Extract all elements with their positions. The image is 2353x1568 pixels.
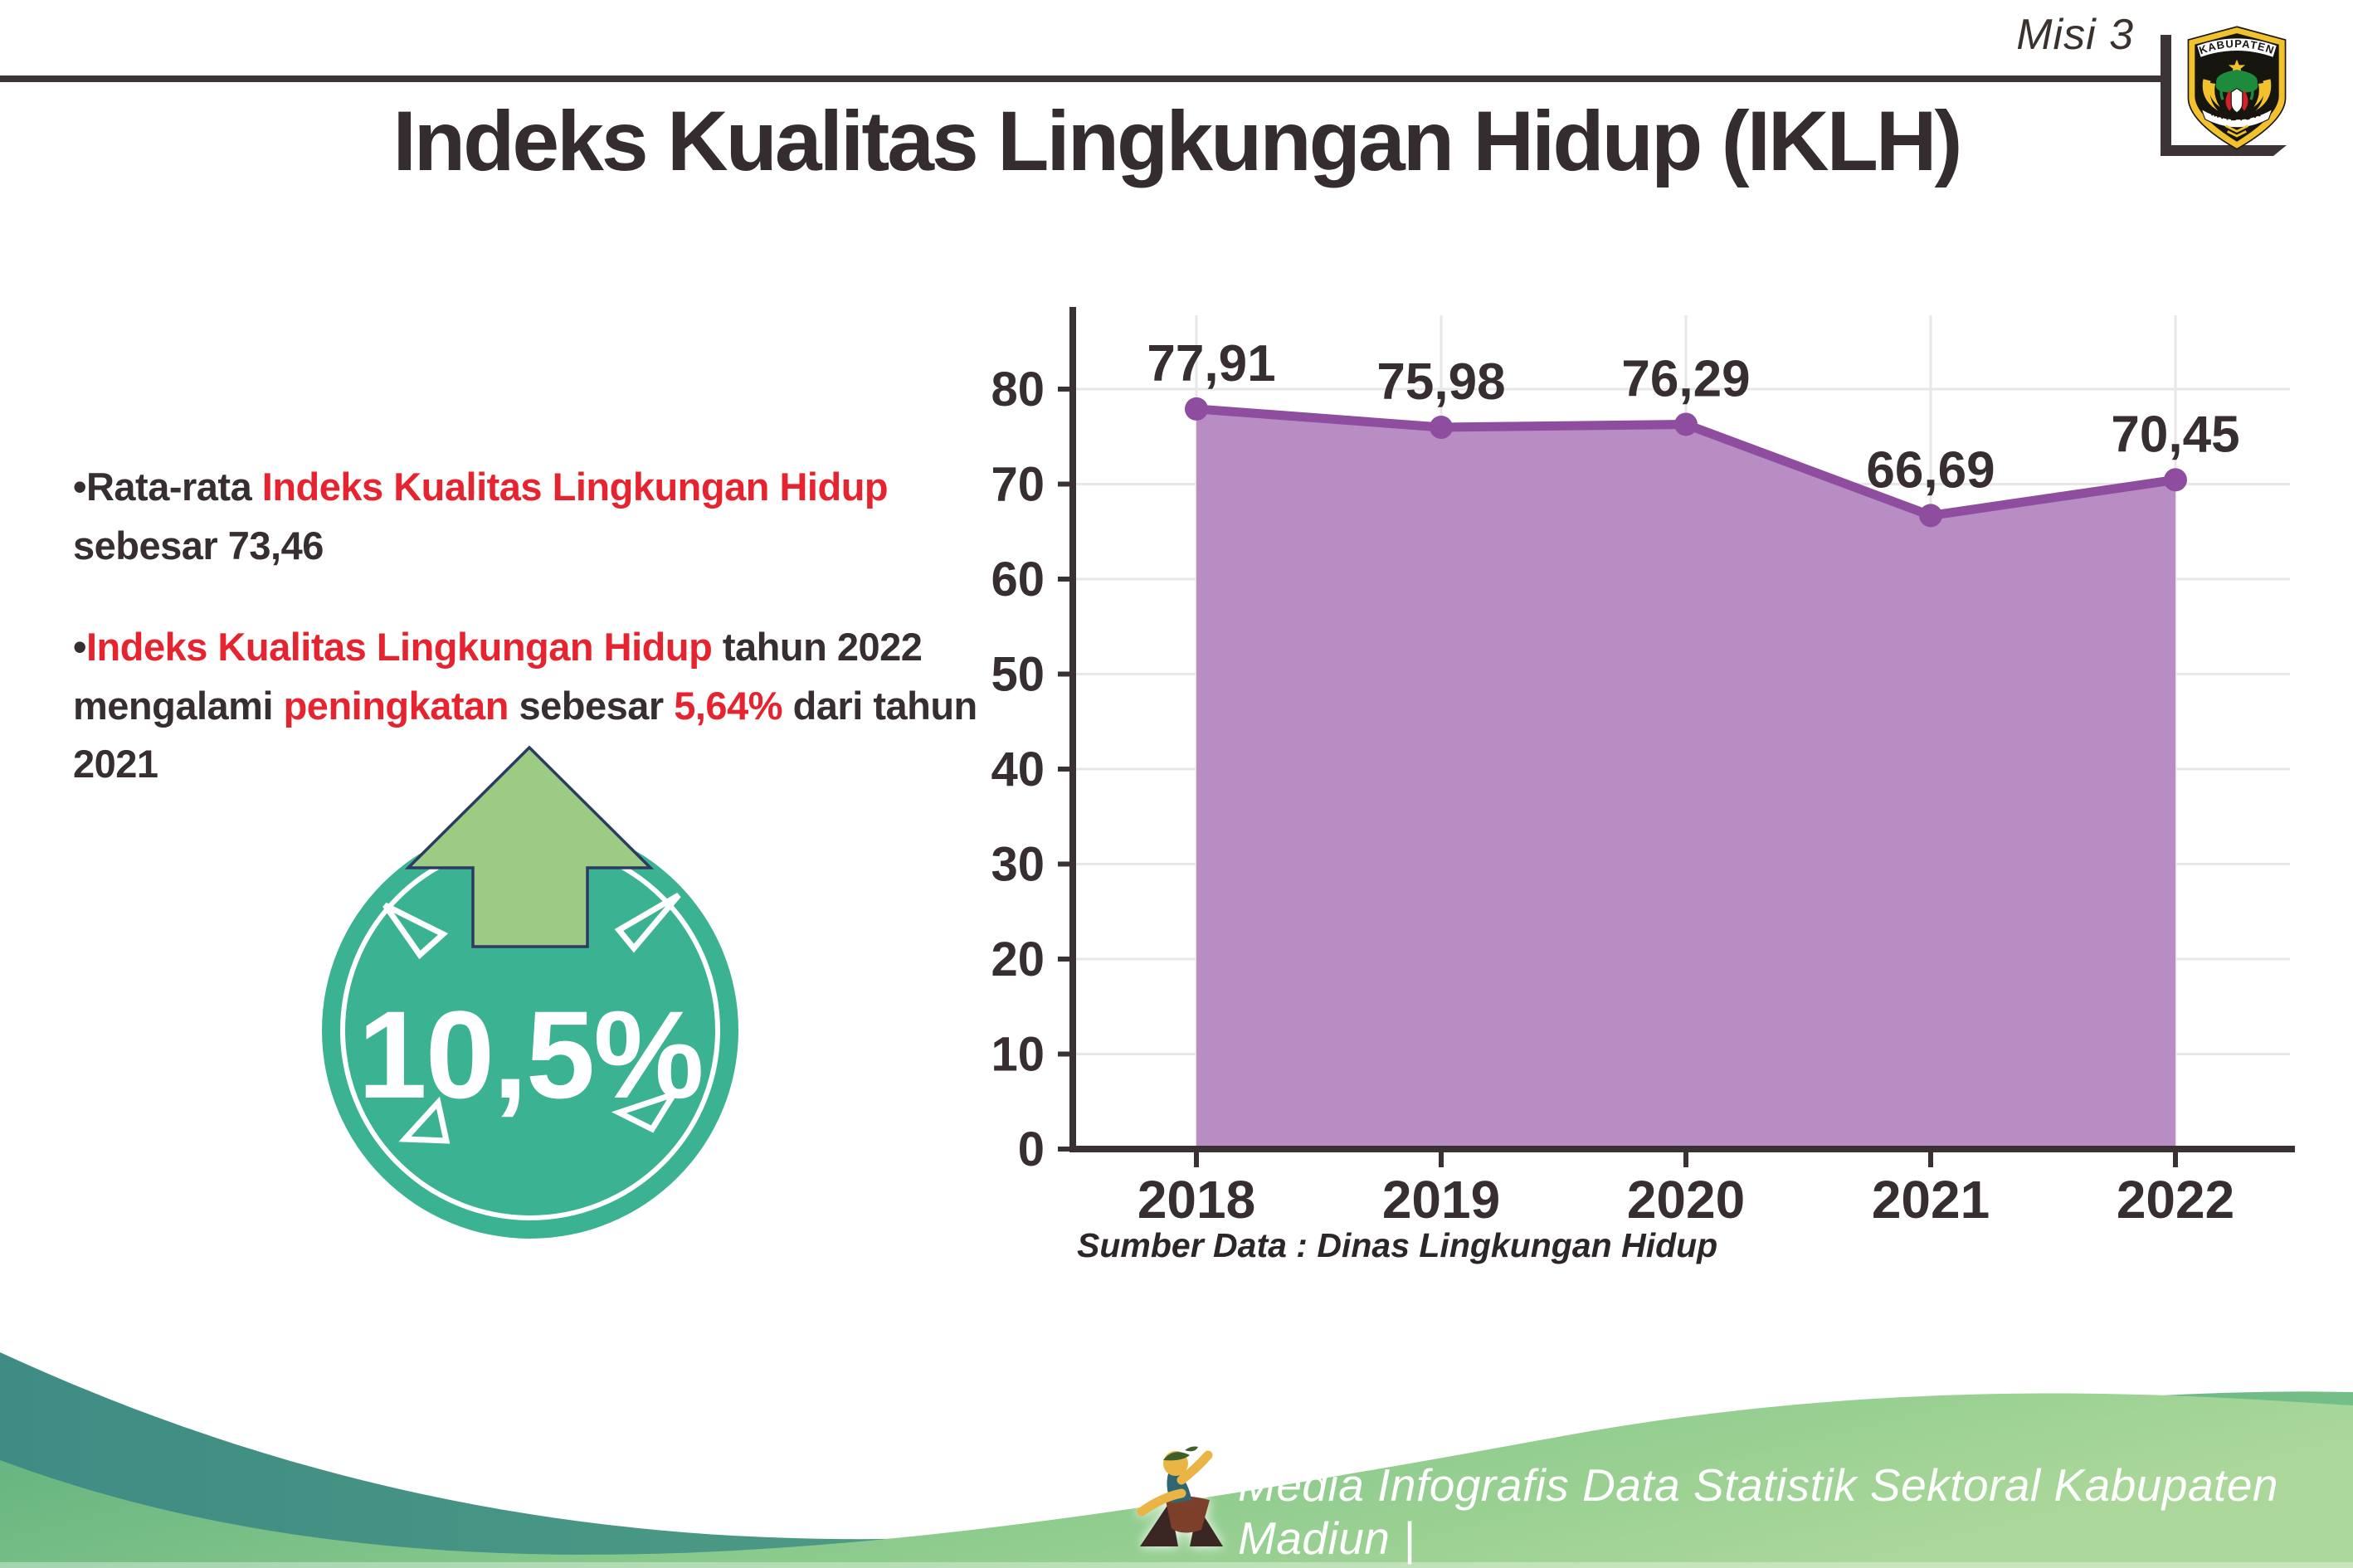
misi-label: Misi 3 xyxy=(2016,11,2134,59)
y-tick-label: 10 xyxy=(991,1028,1045,1082)
y-tick-label: 50 xyxy=(991,648,1045,702)
data-point xyxy=(1185,397,1208,421)
x-tick-label: 2018 xyxy=(1138,1170,1255,1230)
bullet-text-segment: sebesar 73,46 xyxy=(73,523,324,567)
chart-source-caption: Sumber Data : Dinas Lingkungan Hidup xyxy=(1077,1226,1718,1264)
data-point xyxy=(1430,416,1453,440)
summary-bullets: •Rata-rata Indeks Kualitas Lingkungan Hi… xyxy=(73,458,977,837)
bullet-text-segment: sebesar xyxy=(508,683,675,728)
data-label: 66,69 xyxy=(1866,441,1995,499)
data-point xyxy=(2164,468,2187,492)
y-tick-label: 70 xyxy=(991,458,1045,512)
header-rule xyxy=(0,75,2164,82)
y-tick-label: 40 xyxy=(991,743,1045,796)
area-fill xyxy=(1196,408,2175,1149)
up-arrow-icon xyxy=(404,745,655,948)
data-point xyxy=(1674,412,1698,436)
kabupaten-madiun-logo-icon: KABUPATEN MADIUN xyxy=(2187,26,2287,150)
bullet-average-iklh: •Rata-rata Indeks Kualitas Lingkungan Hi… xyxy=(73,465,889,567)
logo-bracket-horizontal xyxy=(2161,145,2287,156)
y-tick-label: 30 xyxy=(991,838,1045,892)
x-tick-label: 2019 xyxy=(1382,1170,1500,1230)
bullet-text-segment: Indeks Kualitas Lingkungan Hidup xyxy=(85,625,713,669)
page-title: Indeks Kualitas Lingkungan Hidup (IKLH) xyxy=(392,94,1962,188)
svg-text:MADIUN: MADIUN xyxy=(2209,105,2263,123)
data-label: 77,91 xyxy=(1147,335,1275,392)
y-tick-label: 20 xyxy=(991,933,1045,986)
x-tick-label: 2021 xyxy=(1872,1170,1990,1230)
data-point xyxy=(1919,504,1942,528)
bullet-text-segment: Rata-rata xyxy=(85,465,262,509)
badge-percentage: 10,5% xyxy=(358,985,704,1124)
iklh-area-chart: 0 10 20 30 40 50 60 70 80 2018 2019 2020 2021 2022 77,… xyxy=(991,307,2295,1230)
y-tick-label: 0 xyxy=(1018,1122,1045,1176)
bullet-text-segment: 5,64% xyxy=(674,683,783,728)
x-tick-label: 2020 xyxy=(1627,1170,1745,1230)
bullet-text-segment: dari tahun 2021 xyxy=(73,683,977,786)
dancing-person-icon xyxy=(1137,1446,1223,1546)
data-label: 70,45 xyxy=(2111,406,2239,463)
bullet-increase-2022: •Indeks Kualitas Lingkungan Hidup tahun … xyxy=(73,625,977,786)
logo-bottom-text: MADIUN xyxy=(2209,105,2262,123)
increase-badge: 10,5% xyxy=(322,741,738,1251)
footer-caption: Media Infografis Data Statistik Sektoral… xyxy=(1238,1459,2279,1564)
x-tick-label: 2022 xyxy=(2117,1170,2234,1230)
data-label: 76,29 xyxy=(1621,350,1750,407)
y-tick-label: 80 xyxy=(991,363,1045,416)
bullet-text-segment: Indeks Kualitas Lingkungan Hidup xyxy=(261,465,889,509)
badge-decor-triangles xyxy=(382,892,681,1144)
footer-wave-decoration xyxy=(0,1352,2353,1568)
y-tick-label: 60 xyxy=(991,553,1045,606)
logo-bracket-vertical xyxy=(2161,35,2171,156)
bullet-text-segment: tahun 2022 mengalami xyxy=(73,625,923,728)
bullet-text-segment: peningkatan xyxy=(283,683,509,728)
data-label: 75,98 xyxy=(1376,353,1505,411)
